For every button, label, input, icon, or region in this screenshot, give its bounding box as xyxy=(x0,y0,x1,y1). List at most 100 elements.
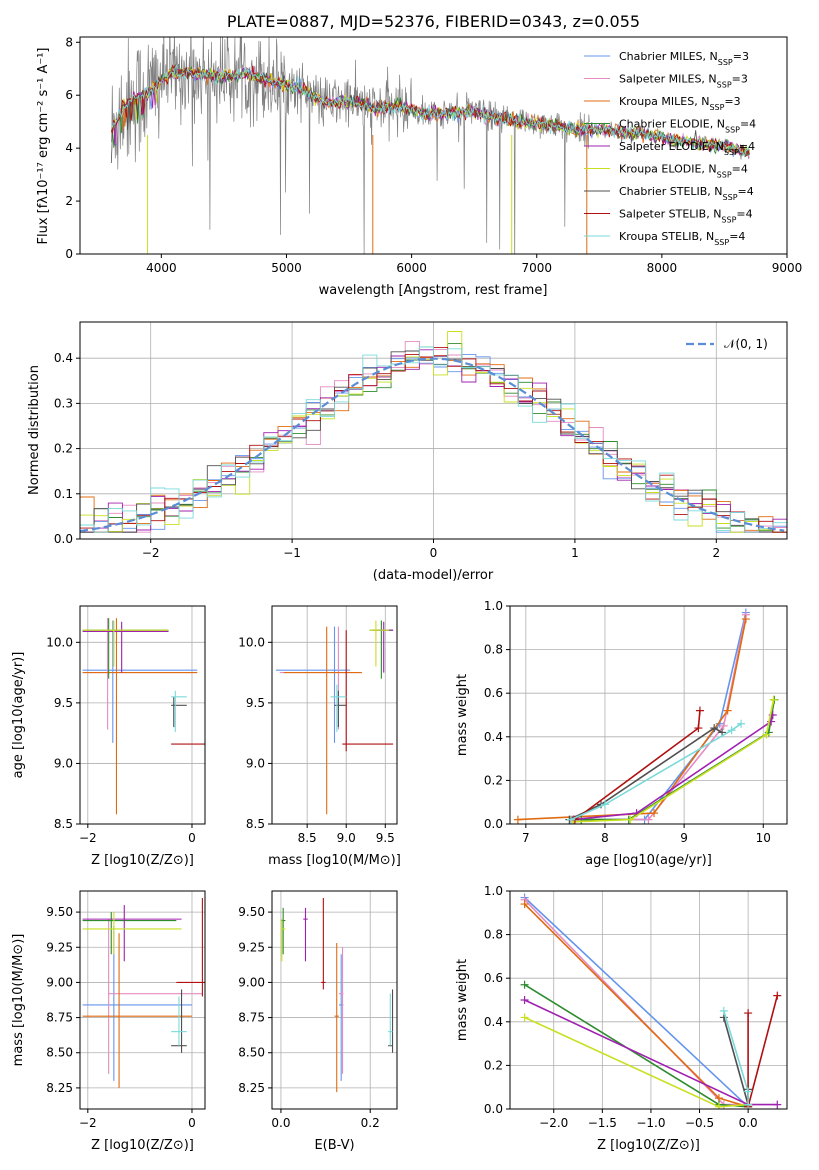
age-vs-mass-plot-area xyxy=(275,620,394,815)
weight-vs-age-plot-area xyxy=(513,608,779,824)
y-tick-label: 0.4 xyxy=(484,1015,503,1029)
mass-weight-marker xyxy=(723,706,732,715)
x-tick-label: −2 xyxy=(79,1116,97,1130)
y-tick-label: 8.75 xyxy=(46,1011,73,1025)
mass-vs-Z-panel xyxy=(80,891,205,1109)
y-tick-label: 9.50 xyxy=(238,905,265,919)
y-tick-label: 0.1 xyxy=(54,487,73,501)
legend-subscript: SSP xyxy=(709,103,724,112)
legend-subscript: SSP xyxy=(721,215,736,224)
figure-title: PLATE=0887, MJD=52376, FIBERID=0343, z=0… xyxy=(226,12,641,31)
axes-frame xyxy=(79,36,788,255)
legend-name: Kroupa STELIB, N xyxy=(619,230,714,243)
x-tick-label: 9.5 xyxy=(376,831,395,845)
legend-label-7: Salpeter STELIB, NSSP=4 xyxy=(619,208,753,225)
mass-weight-marker xyxy=(719,1006,728,1015)
x-tick-label: 0 xyxy=(188,831,196,845)
mass-weight-marker xyxy=(773,991,782,1000)
mass-weight-marker xyxy=(694,724,703,733)
y-tick-label: 8.50 xyxy=(46,1046,73,1060)
y-tick-label: 9.50 xyxy=(46,905,73,919)
legend-name: Salpeter ELODIE, N xyxy=(619,140,724,153)
mass-weight-marker xyxy=(600,800,609,809)
x-axis-label: mass [log10(M/M⊙)] xyxy=(268,853,401,868)
x-tick-label: 9.0 xyxy=(337,831,356,845)
mass-weight-line-2 xyxy=(517,618,747,821)
x-tick-label: 5000 xyxy=(271,261,302,275)
mass-weight-line-1 xyxy=(573,614,747,821)
y-tick-label: 0.2 xyxy=(484,773,503,787)
axes-frame xyxy=(79,605,206,825)
mass-weight-line-5 xyxy=(573,699,775,823)
mass-weight-marker xyxy=(710,724,719,733)
x-axis-label: (data-model)/error xyxy=(373,568,494,583)
y-tick-label: 8.25 xyxy=(238,1081,265,1095)
legend-label-5: Kroupa ELODIE, NSSP=4 xyxy=(619,163,748,180)
mass-weight-line-0 xyxy=(524,896,749,1109)
y-tick-label: 8.25 xyxy=(46,1081,73,1095)
mass-weight-line-4 xyxy=(573,714,774,821)
legend-label-0: Chabrier MILES, NSSP=3 xyxy=(619,50,749,67)
x-tick-label: −2 xyxy=(79,831,97,845)
legend-name: Chabrier MILES, N xyxy=(619,50,718,63)
mass-weight-marker xyxy=(744,1087,753,1096)
axes-frame xyxy=(509,605,788,825)
x-tick-label: −1.0 xyxy=(636,1116,665,1130)
mass-weight-marker xyxy=(695,706,704,715)
legend-reference-label: 𝒩(0, 1) xyxy=(724,337,768,351)
y-tick-label: 0.0 xyxy=(484,1102,503,1116)
x-tick-label: 2 xyxy=(712,546,720,560)
y-tick-label: 8.5 xyxy=(246,817,265,831)
x-axis-label: Z [log10(Z/Z⊙)] xyxy=(91,853,194,868)
y-tick-label: 0.0 xyxy=(484,817,503,831)
legend-suffix: =4 xyxy=(729,230,745,243)
y-axis-label: Flux [fλ10⁻¹⁷ erg cm⁻² s⁻¹ A⁻¹] xyxy=(36,48,51,245)
y-tick-label: 1.0 xyxy=(484,884,503,898)
x-axis-label: E(B-V) xyxy=(314,1138,354,1153)
mass-weight-marker xyxy=(520,980,529,989)
legend-label-1: Salpeter MILES, NSSP=3 xyxy=(619,73,748,90)
legend-suffix: =3 xyxy=(733,50,749,63)
x-tick-label: 10 xyxy=(756,831,771,845)
x-tick-label: 1 xyxy=(571,546,579,560)
mass-vs-EBV-plot-area xyxy=(280,898,394,1093)
mass-vs-Z-plot-area xyxy=(82,898,205,1088)
legend-label-8: Kroupa STELIB, NSSP=4 xyxy=(619,230,745,247)
y-tick-label: 9.0 xyxy=(246,756,265,770)
legend-label-3: Chabrier ELODIE, NSSP=4 xyxy=(619,118,756,135)
x-tick-label: 0.0 xyxy=(739,1116,758,1130)
mass-weight-line-8 xyxy=(570,723,742,821)
y-tick-label: 9.5 xyxy=(54,696,73,710)
y-tick-label: 2 xyxy=(65,194,73,208)
y-tick-label: 1.0 xyxy=(484,599,503,613)
x-axis-label: Z [log10(Z/Z⊙)] xyxy=(91,1138,194,1153)
mass-weight-marker xyxy=(520,1013,529,1022)
mass-weight-line-0 xyxy=(573,612,747,821)
y-tick-label: 0.2 xyxy=(54,442,73,456)
mass-weight-marker xyxy=(744,1009,753,1018)
mass-weight-marker xyxy=(719,721,728,730)
legend-name: Chabrier ELODIE, N xyxy=(619,118,725,131)
y-tick-label: 0.6 xyxy=(484,686,503,700)
legend-subscript: SSP xyxy=(717,80,732,89)
x-tick-label: 9000 xyxy=(772,261,803,275)
x-tick-label: 7000 xyxy=(521,261,552,275)
y-axis-label: mass weight xyxy=(455,959,470,1041)
mass-weight-line-7 xyxy=(570,710,701,821)
mass-weight-marker xyxy=(773,1100,782,1109)
residual-histogram-5 xyxy=(80,331,787,533)
y-tick-label: 0.0 xyxy=(54,532,73,546)
legend-label-2: Kroupa MILES, NSSP=3 xyxy=(619,95,741,112)
legend-subscript: SSP xyxy=(724,148,739,157)
weight-vs-Z-plot-area xyxy=(520,893,782,1109)
legend-subscript: SSP xyxy=(714,238,729,247)
spectrum-plot-area xyxy=(110,37,750,254)
y-tick-label: 10.0 xyxy=(46,635,73,649)
legend-name: Salpeter STELIB, N xyxy=(619,208,721,221)
y-tick-label: 9.5 xyxy=(246,696,265,710)
age-vs-Z-panel xyxy=(80,606,205,825)
legend-name: Kroupa ELODIE, N xyxy=(619,163,717,176)
normal-reference-curve xyxy=(80,357,785,533)
y-tick-label: 0.4 xyxy=(54,351,73,365)
